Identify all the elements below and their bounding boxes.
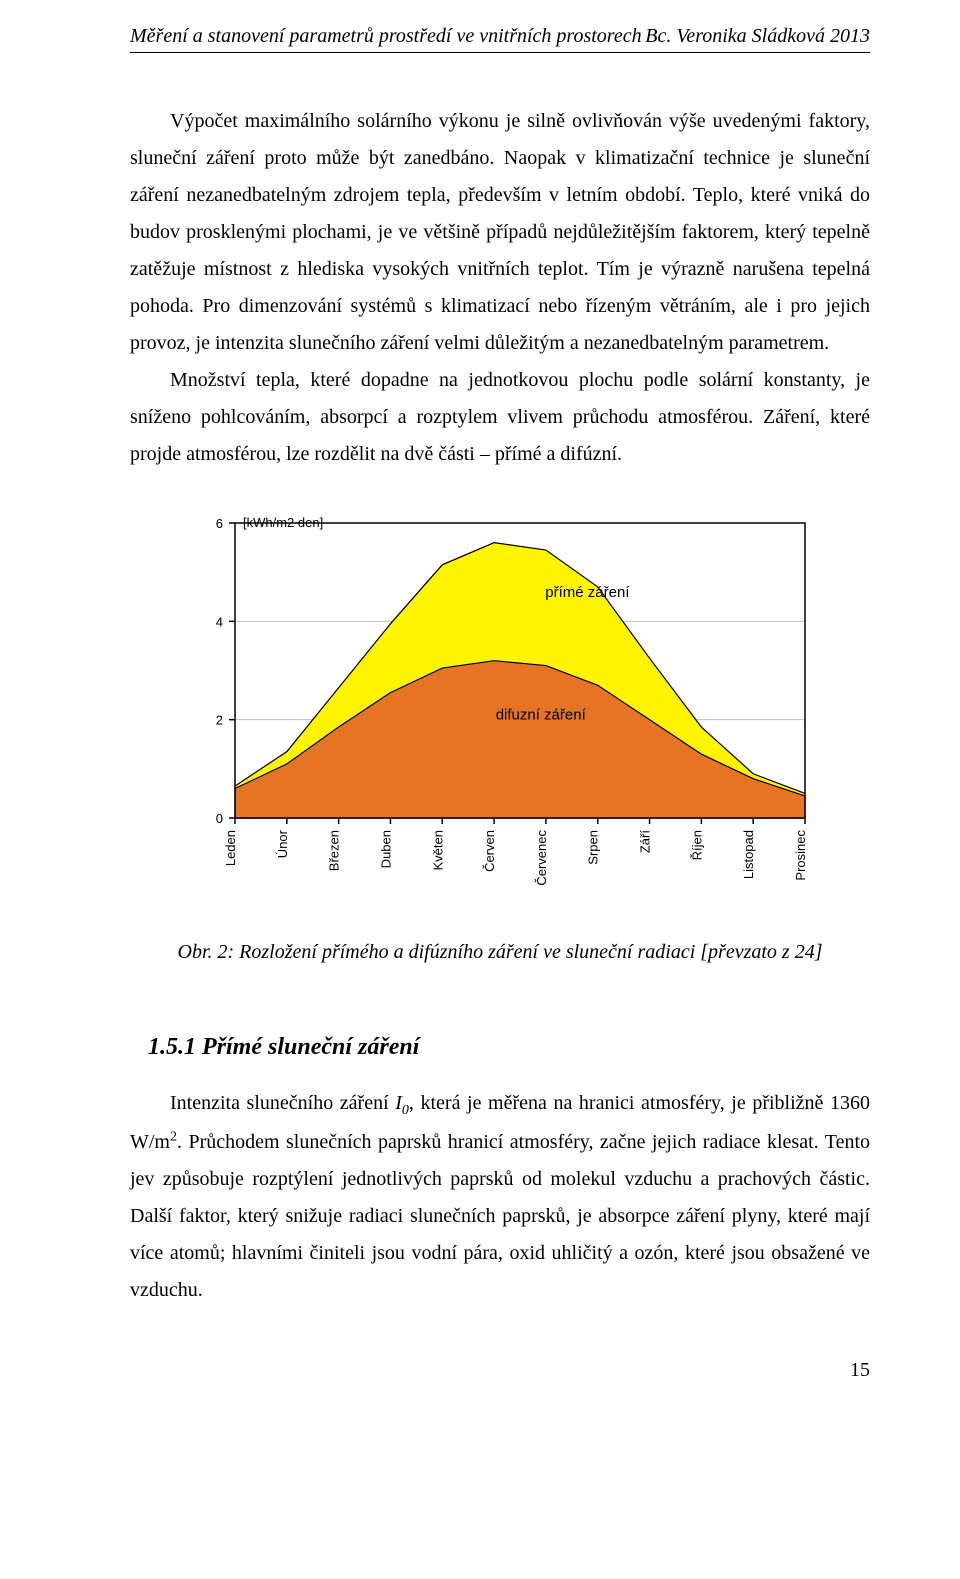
svg-text:[kWh/m2 den]: [kWh/m2 den]	[243, 515, 323, 530]
para-3-a: Intenzita slunečního záření	[170, 1092, 395, 1114]
svg-text:Květen: Květen	[430, 830, 445, 870]
running-head: Měření a stanovení parametrů prostředí v…	[130, 25, 870, 48]
svg-text:Srpen: Srpen	[586, 830, 601, 865]
svg-text:přímé záření: přímé záření	[545, 584, 630, 601]
subsection-heading: 1.5.1 Přímé sluneční záření	[148, 1034, 870, 1061]
svg-text:difuzní záření: difuzní záření	[496, 707, 587, 724]
subsection-title: Přímé sluneční záření	[202, 1034, 419, 1060]
svg-text:Říjen: Říjen	[689, 830, 704, 860]
svg-text:Listopad: Listopad	[741, 830, 756, 879]
subsection-number: 1.5.1	[148, 1034, 196, 1060]
figure-2: 0 2 4 6 [kWh/m2 den] Leden Únor Březen Duben Květ…	[180, 513, 820, 913]
para-3: Intenzita slunečního záření I0, která je…	[130, 1085, 870, 1309]
svg-text:Leden: Leden	[223, 830, 238, 866]
head-left: Měření a stanovení parametrů prostředí v…	[130, 25, 642, 48]
svg-text:0: 0	[216, 811, 223, 826]
head-rule	[130, 52, 870, 53]
svg-text:Duben: Duben	[378, 830, 393, 868]
para-3-c: . Průchodem slunečních paprsků hranicí a…	[130, 1131, 870, 1301]
symbol-I0: I0	[395, 1092, 409, 1114]
page: Měření a stanovení parametrů prostředí v…	[0, 0, 960, 1422]
svg-text:Červen: Červen	[482, 830, 497, 872]
svg-text:Únor: Únor	[275, 829, 290, 858]
solar-radiation-chart: 0 2 4 6 [kWh/m2 den] Leden Únor Březen Duben Květ…	[180, 513, 820, 913]
svg-text:Březen: Březen	[327, 830, 342, 871]
figure-2-caption: Obr. 2: Rozložení přímého a difúzního zá…	[130, 941, 870, 964]
svg-text:6: 6	[216, 516, 223, 531]
svg-text:4: 4	[216, 614, 223, 629]
svg-text:Červenec: Červenec	[534, 830, 549, 886]
head-right: Bc. Veronika Sládková 2013	[645, 25, 870, 48]
para-2: Množství tepla, které dopadne na jednotk…	[130, 362, 870, 473]
svg-text:Září: Září	[638, 830, 653, 854]
unit-sup: 2	[170, 1129, 177, 1144]
page-number: 15	[130, 1359, 870, 1382]
svg-text:Prosinec: Prosinec	[793, 830, 808, 881]
svg-text:2: 2	[216, 713, 223, 728]
para-1: Výpočet maximálního solárního výkonu je …	[130, 103, 870, 362]
